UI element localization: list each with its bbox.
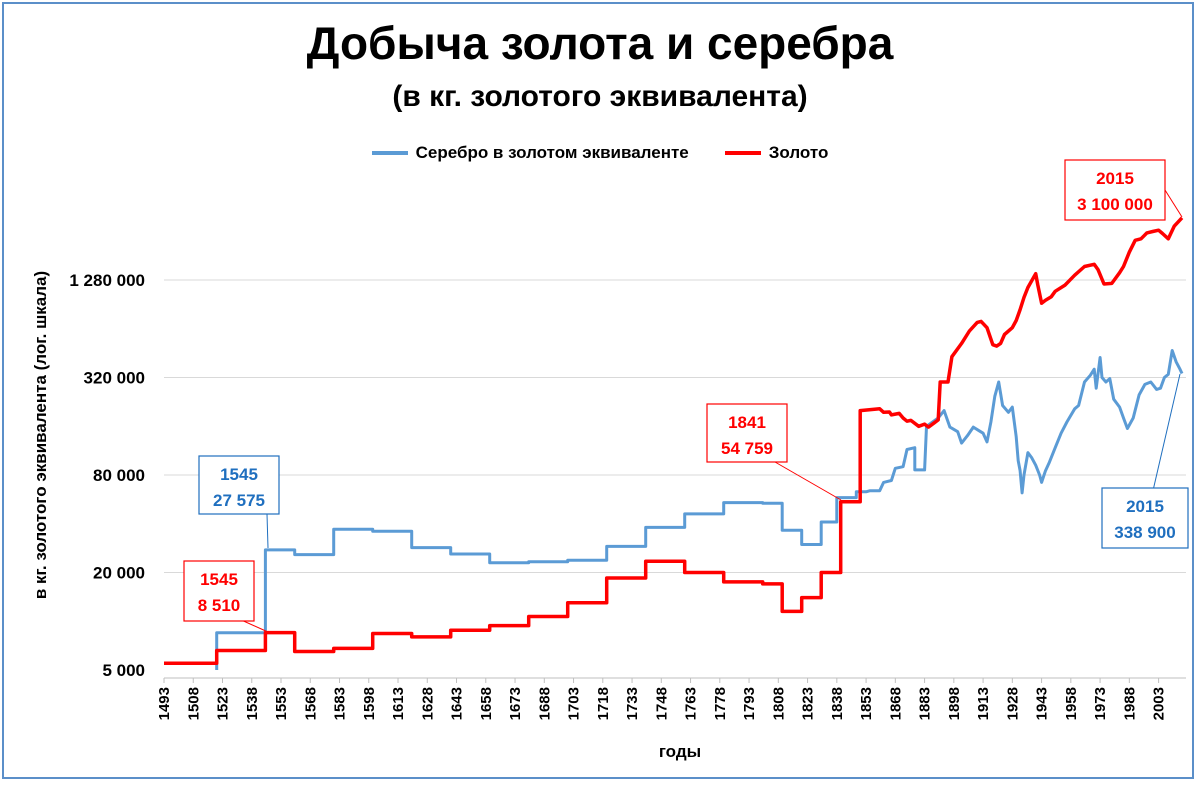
y-tick-label: 80 000 — [93, 466, 145, 485]
annotation-value: 27 575 — [213, 491, 265, 510]
annotation-silver-2015: 2015 338 900 — [1101, 373, 1189, 549]
chart-subtitle: (в кг. золотого эквивалента) — [392, 80, 808, 113]
x-tick-label: 1793 — [741, 687, 758, 720]
x-tick-label: 1523 — [215, 687, 232, 720]
series-line-silver — [215, 349, 1184, 670]
annotation-leader — [243, 620, 269, 633]
x-tick-label: 1703 — [566, 687, 583, 720]
annotation-gold-1545: 1545 8 510 — [183, 560, 269, 633]
annotation-year: 1545 — [200, 570, 238, 589]
x-tick-label: 1898 — [946, 687, 963, 720]
x-tick-label: 1673 — [507, 687, 524, 720]
y-tick-labels: 5 000 20 000 80 000 320 000 1 280 000 — [69, 271, 145, 680]
x-tick-label: 1493 — [156, 687, 173, 720]
x-tick-label: 1748 — [653, 687, 670, 720]
annotation-year: 1545 — [220, 465, 258, 484]
x-tick-label: 1883 — [917, 687, 934, 720]
annotation-year: 2015 — [1096, 169, 1134, 188]
annotation-box — [198, 455, 280, 515]
y-tick-label: 320 000 — [84, 369, 145, 388]
legend: Серебро в золотом эквиваленте Золото — [0, 143, 1200, 163]
x-tick-label: 1538 — [244, 687, 261, 720]
x-tick-label: 1808 — [770, 687, 787, 720]
annotation-value: 3 100 000 — [1077, 195, 1153, 214]
annotation-year: 2015 — [1126, 497, 1164, 516]
x-tick-label: 1958 — [1063, 687, 1080, 720]
x-tick-label: 2003 — [1151, 687, 1168, 720]
x-tick-label: 1973 — [1092, 687, 1109, 720]
x-tick-labels: 1493 1508 1523 1538 1553 1568 1583 1598 1613 1628… — [156, 678, 1168, 720]
x-tick-label: 1733 — [624, 687, 641, 720]
y-tick-label: 5 000 — [102, 661, 145, 680]
annotations: 1545 27 575 1545 8 510 1841 54 759 2015 3 100 0… — [183, 159, 1189, 633]
x-tick-label: 1778 — [712, 687, 729, 720]
x-axis-label: годы — [658, 742, 702, 761]
legend-swatch-gold — [724, 151, 761, 155]
annotation-value: 338 900 — [1114, 523, 1175, 542]
legend-swatch-silver — [371, 151, 408, 155]
annotation-box — [706, 403, 788, 463]
annotation-leader — [774, 461, 842, 501]
series-lines — [164, 216, 1184, 670]
annotation-leader — [266, 513, 269, 549]
x-tick-label: 1988 — [1121, 687, 1138, 720]
annotation-silver-1545: 1545 27 575 — [198, 455, 280, 549]
x-tick-label: 1553 — [273, 687, 290, 720]
legend-label-silver: Серебро в золотом эквиваленте — [415, 143, 689, 162]
x-tick-label: 1688 — [536, 687, 553, 720]
y-tick-label: 1 280 000 — [69, 271, 145, 290]
x-tick-label: 1928 — [1004, 687, 1021, 720]
legend-label-gold: Золото — [768, 143, 829, 162]
x-tick-label: 1598 — [361, 687, 378, 720]
x-tick-label: 1718 — [595, 687, 612, 720]
x-tick-label: 1508 — [185, 687, 202, 720]
x-tick-label: 1763 — [683, 687, 700, 720]
annotation-value: 54 759 — [721, 439, 773, 458]
x-tick-label: 1628 — [419, 687, 436, 720]
legend-item-silver: Серебро в золотом эквиваленте — [371, 143, 689, 163]
x-tick-label: 1613 — [390, 687, 407, 720]
x-tick-label: 1838 — [829, 687, 846, 720]
x-tick-label: 1943 — [1034, 687, 1051, 720]
legend-item-gold: Золото — [724, 143, 829, 163]
x-tick-label: 1823 — [800, 687, 817, 720]
annotation-year: 1841 — [728, 413, 766, 432]
y-tick-label: 20 000 — [93, 564, 145, 583]
annotation-gold-2015: 2015 3 100 000 — [1064, 159, 1183, 221]
chart-title: Добыча золота и серебра — [306, 17, 894, 69]
annotation-box — [183, 560, 255, 622]
x-tick-label: 1643 — [449, 687, 466, 720]
annotation-gold-1841: 1841 54 759 — [706, 403, 842, 501]
x-tick-label: 1658 — [478, 687, 495, 720]
annotation-leader — [1153, 373, 1181, 489]
annotation-value: 8 510 — [198, 596, 241, 615]
series-line-gold — [164, 216, 1184, 666]
x-tick-label: 1583 — [332, 687, 349, 720]
x-tick-label: 1913 — [975, 687, 992, 720]
annotation-box — [1101, 487, 1189, 549]
grid-lines — [164, 279, 1186, 679]
x-tick-label: 1568 — [302, 687, 319, 720]
annotation-leader — [1164, 189, 1183, 218]
x-tick-label: 1853 — [858, 687, 875, 720]
x-tick-label: 1868 — [887, 687, 904, 720]
annotation-box — [1064, 159, 1166, 221]
